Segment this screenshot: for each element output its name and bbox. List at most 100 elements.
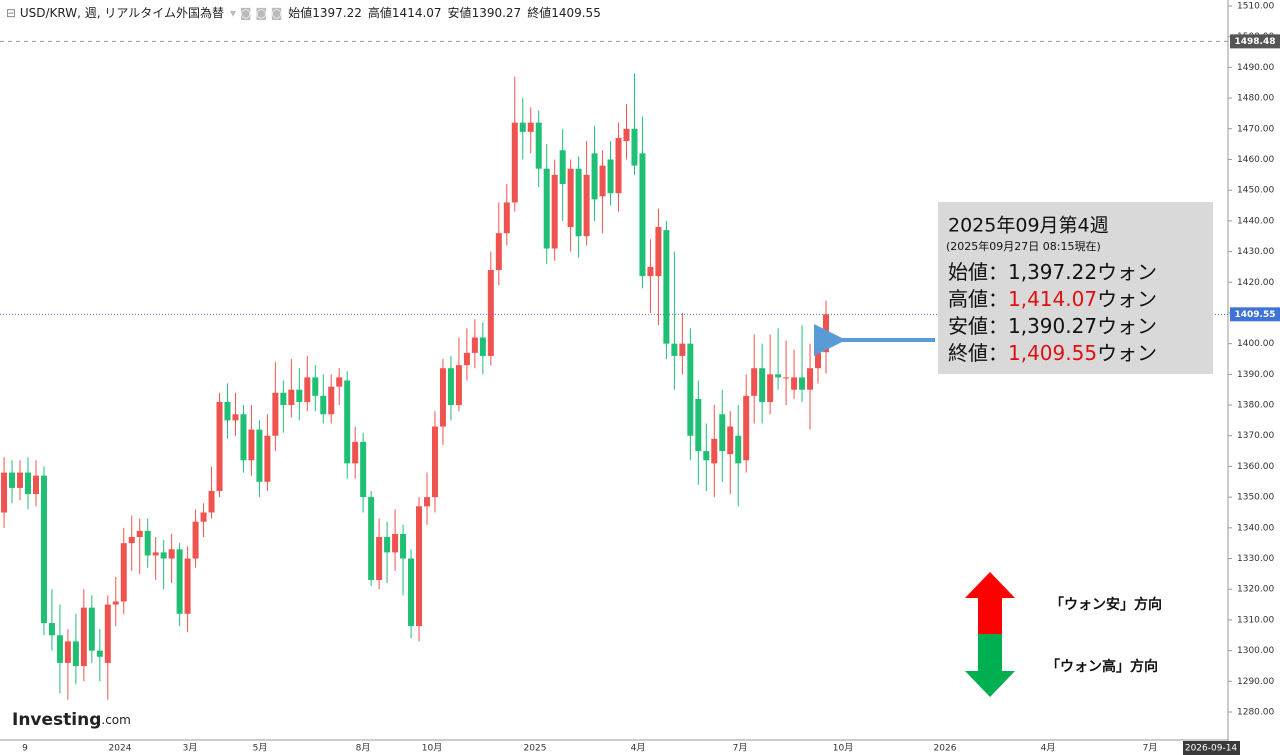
direction-label: 「ウォン高」方向 [1046,658,1158,675]
candle-body [48,622,55,636]
y-tick-label: 1350.00 [1237,493,1274,503]
candle-body [759,368,766,402]
candle-body [455,365,462,406]
candle-body [384,537,391,553]
candle-body [328,386,335,415]
ohlc-value: 1414.07 [392,6,442,20]
candle-body [695,398,702,452]
candle-body [304,377,311,402]
x-tick-label: 4月 [631,743,646,754]
candle-body [503,202,510,234]
annotation-row: 安値：1,390.27ウォン [948,314,1157,338]
ohlc-label: 始値 [288,5,312,20]
header: ⊟ USD/KRW, 週, リアルタイム外国為替 ▾ ◙ ◙ ◙ 始値1397.2… [6,5,601,20]
candle-body [408,558,415,627]
y-tick-label: 1450.00 [1237,186,1274,196]
candle-body [416,506,423,627]
row-label: 始値： [948,260,1008,284]
x-tick-label: 4月 [1041,743,1056,754]
x-tick-label: 2026 [934,744,957,754]
logo-suffix: .com [101,713,130,727]
row-unit: ウォン [1097,341,1157,365]
candle-body [551,174,558,249]
candle-body [344,380,351,464]
annotation-row: 高値：1,414.07ウォン [948,287,1157,311]
candle-body [575,168,582,237]
candle-body [663,230,670,344]
candle-body [743,395,750,461]
candle-body [25,472,31,495]
candle-body [144,530,151,556]
y-tick-label: 1430.00 [1237,247,1274,257]
candle-body [120,543,127,602]
annotation-subtitle: (2025年09月27日 08:15現在) [946,239,1101,253]
direction-label: 「ウォン安」方向 [1050,596,1162,613]
y-tick-label: 1420.00 [1237,278,1274,288]
candle-body [607,159,614,194]
candle-body [479,337,486,356]
reference-label: 1498.48 [1235,37,1276,47]
candle-body [240,414,247,461]
candle-body [799,377,806,390]
row-value: 1,414.07 [1008,287,1097,311]
row-value: 1,390.27 [1008,314,1097,338]
x-tick-label: 5月 [253,743,268,754]
candle-body [200,512,207,522]
candle-body [368,497,375,581]
candle-body [671,343,678,356]
candle-body [527,122,534,132]
ohlc-label: 終値 [527,5,551,20]
candle-body [735,435,742,464]
candle-body [439,368,446,427]
price-label-box [1230,307,1280,322]
candle-body [192,521,199,559]
y-tick-label: 1460.00 [1237,155,1274,165]
candle-body [112,601,119,605]
candle-body [775,374,782,378]
candle-body [1,472,8,513]
candle-body [471,337,478,353]
ohlc-label: 高値 [368,5,392,20]
candle-body [40,475,47,623]
candle-body [487,269,494,356]
candle-body [17,472,24,488]
candle-body [288,389,295,406]
candle-body [320,395,327,415]
candle-body [248,429,255,461]
candle-body [623,128,630,142]
row-label: 安値： [948,314,1008,338]
candle-body [495,233,502,270]
row-value: 1,397.22 [1008,260,1097,284]
x-tick-label: 10月 [422,743,442,754]
ohlc-value: 1409.55 [551,6,601,20]
candle-body [727,426,734,455]
y-tick-label: 1510.00 [1237,2,1274,12]
annotation-row: 始値：1,397.22ウォン [948,260,1157,284]
candle-body [463,352,470,366]
row-unit: ウォン [1097,260,1157,284]
y-tick-label: 1330.00 [1237,554,1274,564]
candle-body [96,650,103,657]
candle-body [791,377,798,390]
candle-body [711,438,718,464]
candle-body [264,435,271,482]
candle-body [272,392,279,436]
row-label: 高値： [948,287,1008,311]
x-tick-label: 2024 [109,744,132,754]
candle-body [336,377,343,387]
candle-body [447,368,454,406]
candle-body [104,604,111,663]
candle-body [160,552,167,559]
candle-body [64,641,71,663]
candle-body [631,128,638,166]
candle-body [168,549,175,559]
candle-body [559,150,566,185]
row-label: 終値： [948,341,1008,365]
candle-body [583,174,590,237]
y-tick-label: 1310.00 [1237,615,1274,625]
candle-body [519,122,526,132]
candle-body [32,475,39,495]
candle-body [312,377,319,396]
header-icon: ⊟ [6,6,20,20]
